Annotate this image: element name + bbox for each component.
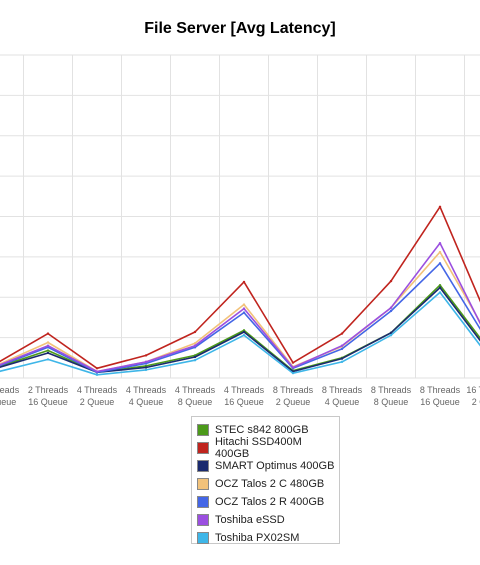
x-tick-label: 8 Threads 4 Queue xyxy=(322,385,363,407)
x-tick-label: 8 Threads 16 Queue xyxy=(420,385,461,407)
legend-label: Toshiba PX02SM xyxy=(215,532,300,544)
data-point xyxy=(291,371,295,375)
data-point xyxy=(242,311,246,314)
data-point xyxy=(144,360,148,364)
x-tick-label: 4 Threads 8 Queue xyxy=(175,385,216,407)
series-layer xyxy=(0,205,480,376)
data-point xyxy=(389,279,393,283)
data-point xyxy=(389,306,393,309)
data-point xyxy=(46,332,50,335)
data-point xyxy=(438,250,442,254)
data-point xyxy=(291,366,295,369)
data-point xyxy=(389,331,393,334)
data-point xyxy=(438,286,442,289)
x-tick-label: 8 Threads 2 Queue xyxy=(273,385,314,407)
data-point xyxy=(193,355,197,359)
legend-item[interactable]: Toshiba eSSD xyxy=(197,511,339,529)
data-point xyxy=(144,354,148,357)
legend: STEC s842 800GB Hitachi SSD400M 400GB SMAR… xyxy=(191,416,340,544)
legend-swatch xyxy=(197,478,209,490)
data-point xyxy=(144,368,148,372)
legend-item[interactable]: Toshiba PX02SM xyxy=(197,529,339,547)
data-point xyxy=(438,205,442,209)
legend-swatch xyxy=(197,442,209,454)
legend-item[interactable]: SMART Optimus 400GB xyxy=(197,457,339,475)
data-point xyxy=(95,370,99,373)
x-tick-label: 2 Threads 16 Queue xyxy=(28,385,69,407)
legend-label: STEC s842 800GB xyxy=(215,424,309,436)
data-point xyxy=(291,361,295,364)
data-point xyxy=(242,307,246,310)
data-point xyxy=(438,283,442,287)
x-tick-label: 4 Threads 4 Queue xyxy=(126,385,167,407)
data-point xyxy=(242,303,246,306)
data-point xyxy=(144,366,148,369)
legend-swatch xyxy=(197,460,209,472)
legend-label: OCZ Talos 2 C 480GB xyxy=(215,478,325,490)
data-point xyxy=(438,291,442,294)
data-point xyxy=(46,351,50,355)
legend-item[interactable]: STEC s842 800GB xyxy=(197,421,339,439)
data-point xyxy=(46,349,50,352)
legend-label: OCZ Talos 2 R 400GB xyxy=(215,496,325,508)
legend-label: Hitachi SSD400M 400GB xyxy=(214,436,302,460)
legend-item[interactable]: OCZ Talos 2 R 400GB xyxy=(197,493,339,511)
data-point xyxy=(438,241,442,245)
data-point xyxy=(242,330,246,334)
legend-swatch xyxy=(197,496,209,508)
x-tick-label: 8 Threads 8 Queue xyxy=(371,385,412,407)
grid-layer xyxy=(0,54,480,379)
data-point xyxy=(340,344,344,347)
data-point xyxy=(242,280,246,284)
data-point xyxy=(193,359,197,362)
data-point xyxy=(193,330,197,334)
data-point xyxy=(389,309,393,313)
data-point xyxy=(389,334,393,337)
legend-item[interactable]: Hitachi SSD400M 400GB xyxy=(197,436,339,460)
data-point xyxy=(242,334,246,337)
legend-swatch xyxy=(197,514,209,526)
data-point xyxy=(95,367,99,370)
data-point xyxy=(340,360,344,364)
data-point xyxy=(340,357,344,360)
chart-title: File Server [Avg Latency] xyxy=(144,20,336,37)
data-point xyxy=(46,341,50,344)
x-tick-label: 4 Threads 2 Queue xyxy=(77,385,118,407)
data-point xyxy=(46,358,50,361)
data-point xyxy=(340,347,344,351)
data-point xyxy=(438,262,442,265)
data-point xyxy=(95,373,99,376)
x-tick-label: 4 Threads 16 Queue xyxy=(224,385,265,407)
data-point xyxy=(193,342,197,345)
data-point xyxy=(193,344,197,347)
legend-swatch xyxy=(197,532,209,544)
data-point xyxy=(340,332,344,335)
legend-label: SMART Optimus 400GB xyxy=(215,460,335,472)
data-point xyxy=(46,344,50,347)
legend-item[interactable]: OCZ Talos 2 C 480GB xyxy=(197,475,339,493)
legend-label: Toshiba eSSD xyxy=(215,514,285,526)
legend-swatch xyxy=(197,424,209,436)
